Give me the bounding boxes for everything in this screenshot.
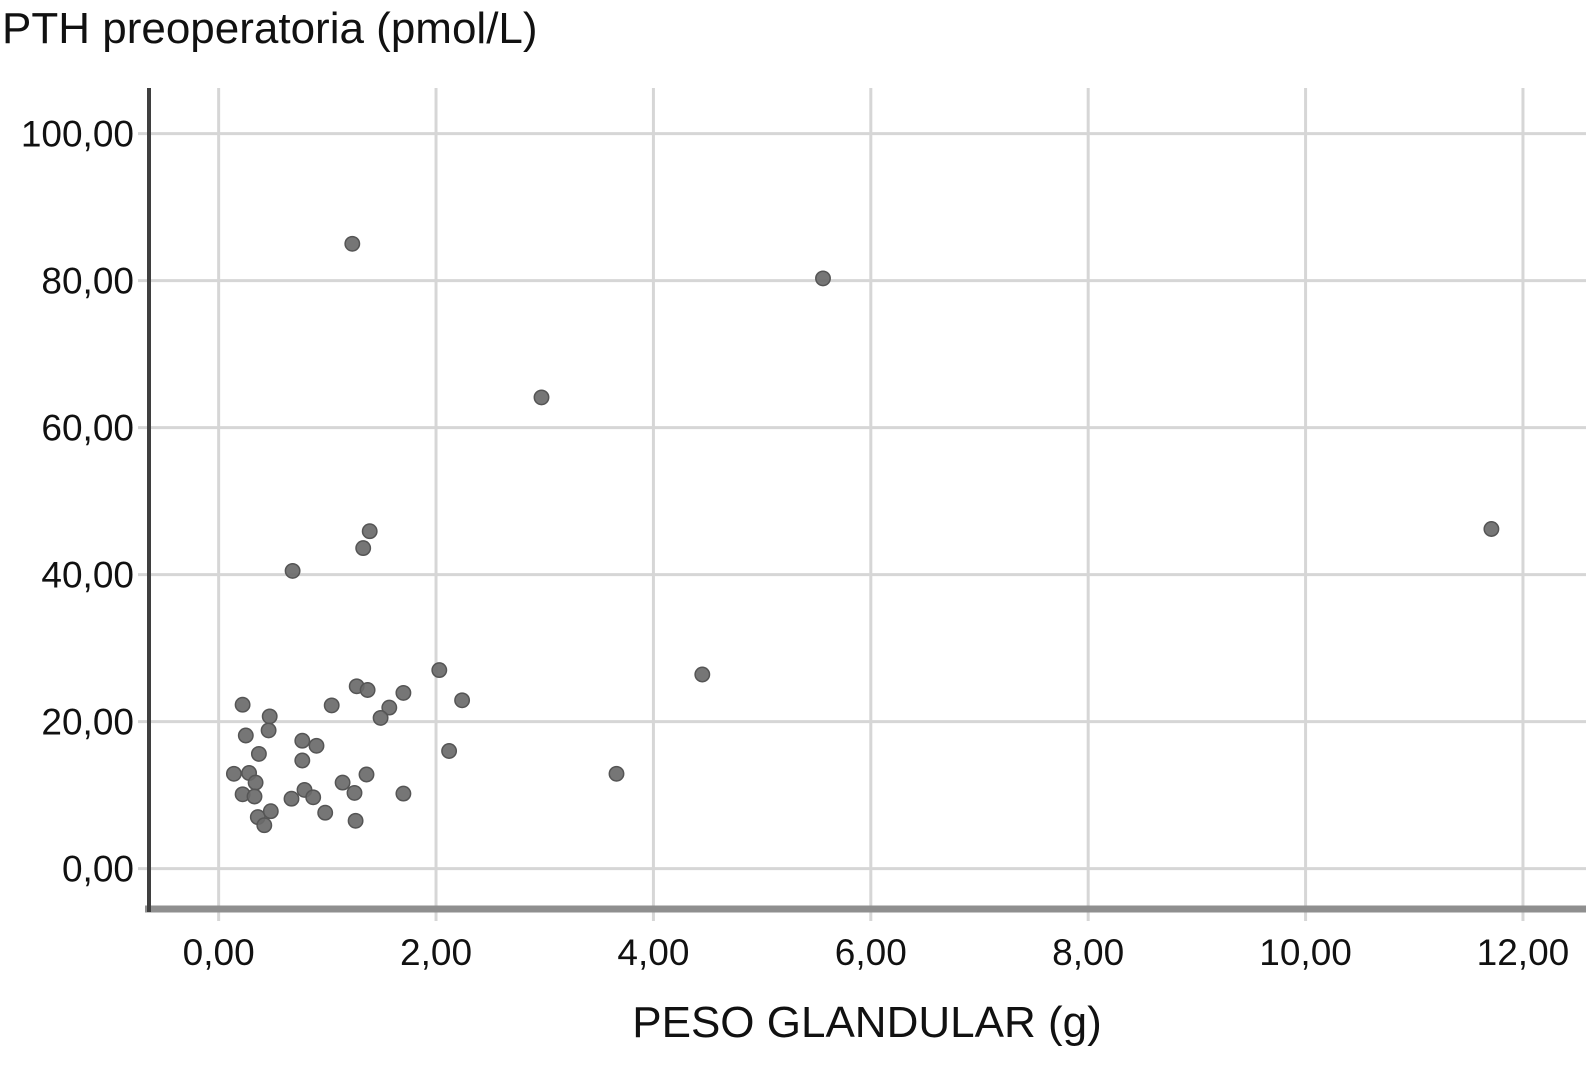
y-tick-label: 80,00 [41, 261, 134, 302]
data-point [608, 765, 625, 782]
data-point [815, 270, 831, 287]
data-point [305, 789, 322, 806]
data-point [294, 732, 311, 749]
data-point [317, 804, 334, 821]
data-point [441, 743, 458, 759]
data-point [234, 696, 251, 713]
data-point [355, 540, 372, 557]
data-point [381, 699, 398, 716]
data-point [533, 389, 550, 406]
x-tick-label: 6,00 [835, 932, 907, 973]
x-tick-label: 8,00 [1052, 932, 1124, 973]
data-point [294, 752, 311, 769]
y-tick-label: 60,00 [41, 408, 134, 449]
x-axis-title: PESO GLANDULAR (g) [632, 998, 1102, 1047]
data-point [1483, 521, 1500, 537]
data-point [225, 765, 242, 782]
data-point [246, 788, 263, 805]
x-tick-label: 10,00 [1259, 932, 1352, 973]
data-point [361, 523, 378, 540]
data-point [344, 235, 361, 252]
data-point [262, 803, 279, 820]
x-tick-label: 4,00 [617, 932, 689, 973]
data-point [283, 790, 300, 807]
data-point [334, 774, 351, 791]
data-point [454, 692, 471, 709]
data-point [347, 812, 364, 829]
x-tick-label: 0,00 [183, 932, 255, 973]
data-point [284, 562, 301, 579]
data-point [395, 684, 412, 701]
axes [145, 88, 1586, 913]
data-point [260, 722, 277, 739]
data-point [694, 666, 711, 683]
tick-labels: 0,00 2,00 4,00 6,00 8,00 10,00 12,00 0,00 20,00 4… [21, 114, 1569, 973]
data-point [359, 682, 376, 698]
data-point [256, 817, 273, 834]
data-point [323, 697, 340, 714]
y-tick-label: 40,00 [41, 555, 134, 596]
data-points [225, 235, 1500, 834]
data-point [247, 774, 264, 791]
y-tick-label: 20,00 [41, 702, 134, 743]
data-point [308, 737, 325, 754]
data-point [250, 745, 267, 762]
data-point [261, 708, 278, 725]
data-point [372, 709, 389, 726]
data-point [346, 784, 363, 801]
x-tick-label: 2,00 [400, 932, 472, 973]
y-tick-label: 0,00 [62, 849, 134, 890]
chart-title: PTH preoperatoria (pmol/L) [2, 4, 538, 53]
data-point [358, 766, 375, 783]
x-tick-label: 12,00 [1477, 932, 1570, 973]
y-tick-label: 100,00 [21, 114, 134, 155]
data-point [431, 662, 448, 679]
data-point [237, 727, 254, 744]
data-point [395, 785, 412, 802]
